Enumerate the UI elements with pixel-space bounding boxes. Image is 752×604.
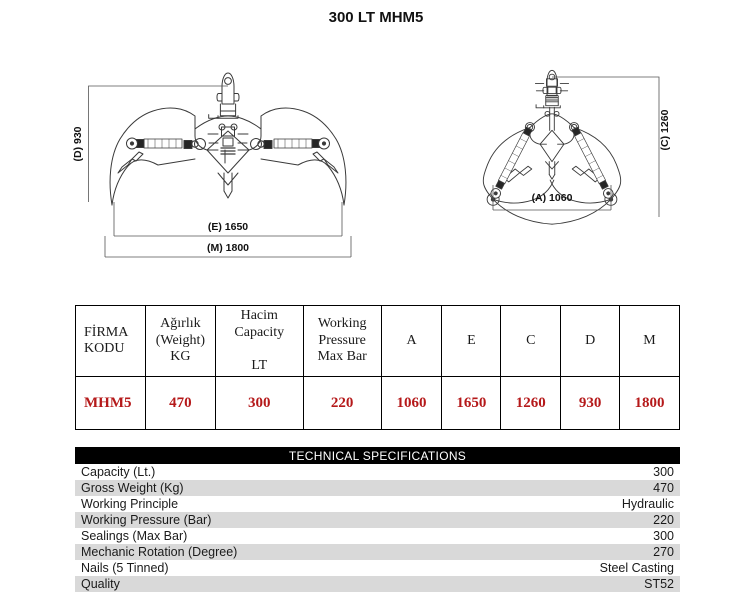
svg-text:(D) 930: (D) 930 [72, 126, 84, 161]
svg-text:(E) 1650: (E) 1650 [208, 221, 248, 233]
svg-text:(A) 1060: (A) 1060 [532, 192, 573, 204]
svg-text:(C) 1260: (C) 1260 [659, 109, 671, 150]
svg-text:(M) 1800: (M) 1800 [207, 242, 249, 254]
